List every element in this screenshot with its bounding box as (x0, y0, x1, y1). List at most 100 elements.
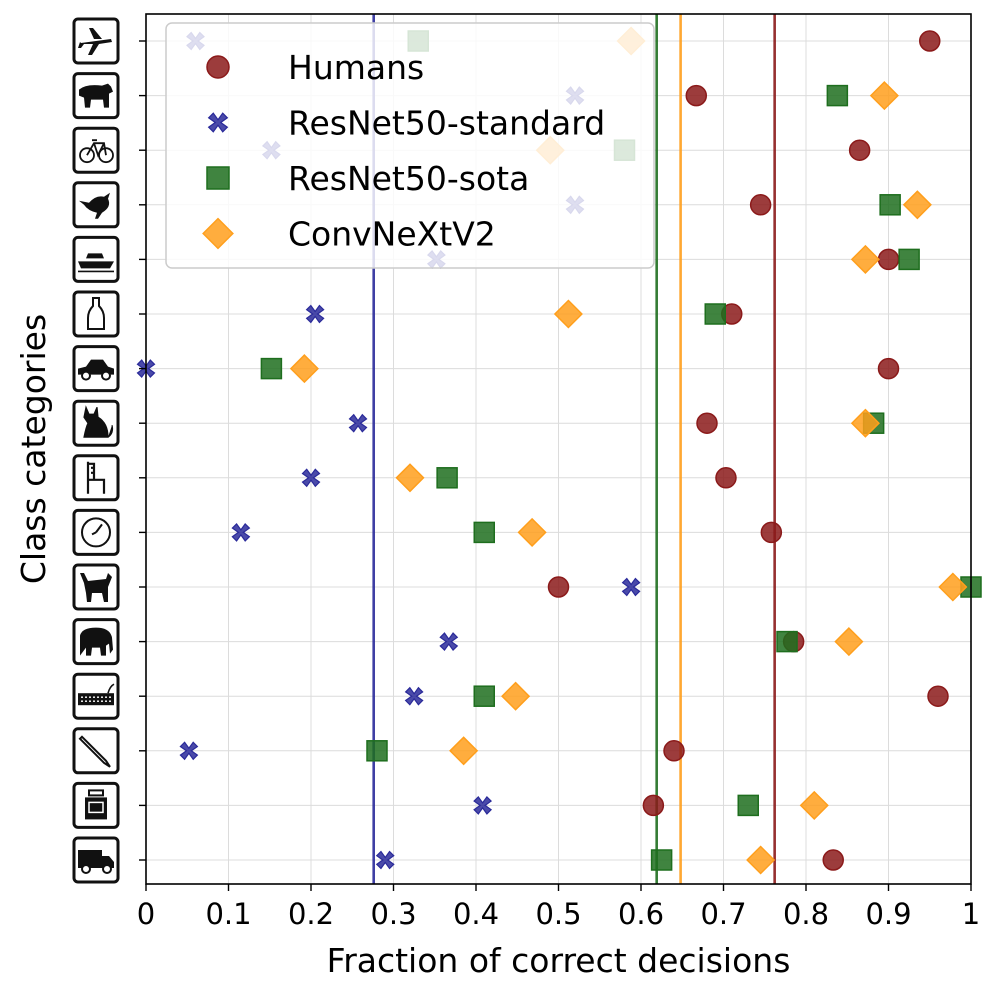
category-icon-keyboard (72, 672, 120, 720)
point-convnextv2-knife (449, 736, 479, 766)
legend-label: ResNet50-sota (288, 159, 529, 198)
point-convnextv2-keyboard (501, 681, 531, 711)
legend-label: Humans (288, 48, 424, 87)
series-humans (547, 30, 949, 871)
point-humans-chair (715, 467, 737, 489)
x-tick-label: 0.3 (370, 897, 416, 931)
point-resnet50-sota-elephant (776, 630, 798, 653)
category-icon-frame (72, 235, 120, 283)
category-icon-elephant (72, 618, 120, 666)
point-legend-convnextv2 (202, 217, 234, 250)
point-humans-clock (760, 521, 783, 544)
point-convnextv2-bird (902, 190, 932, 220)
point-resnet50-sota-keyboard (473, 685, 495, 707)
point-resnet50-standard-truck (375, 850, 395, 870)
y-axis-ticks (139, 40, 146, 861)
point-resnet50-sota-boat (898, 248, 920, 271)
point-humans-cat (696, 412, 718, 434)
x-tick-label: 1 (962, 897, 980, 931)
series-convnextv2 (289, 26, 968, 875)
category-icon-cat (72, 399, 120, 447)
x-tick-label: 0.1 (205, 897, 251, 931)
point-humans-oven (642, 794, 665, 817)
point-humans-bird (749, 194, 772, 216)
legend-box (165, 22, 655, 269)
point-humans-truck (822, 849, 844, 871)
x-tick-label: 0.9 (865, 897, 911, 931)
category-icon-truck (72, 836, 120, 884)
x-tick-label: 0.2 (288, 897, 334, 931)
point-resnet50-sota-knife (366, 740, 388, 762)
point-legend-humans (206, 55, 230, 79)
category-icon-frame (72, 290, 120, 338)
x-axis-label: Fraction of correct decisions (327, 941, 791, 980)
legend-item-resnet50-standard: ResNet50-standard (207, 104, 605, 143)
point-humans-airplane (919, 30, 941, 52)
point-resnet50-sota-clock (473, 521, 495, 544)
point-resnet50-standard-elephant (439, 632, 459, 652)
point-convnextv2-dog (938, 572, 968, 602)
point-resnet50-standard-keyboard (404, 686, 424, 706)
category-icon-bottle (72, 290, 120, 338)
point-humans-boat (877, 248, 900, 271)
category-icons (72, 17, 120, 884)
category-icon-chair (72, 454, 120, 502)
legend-item-resnet50-sota: ResNet50-sota (206, 159, 529, 198)
point-legend-resnet50-sota (206, 166, 230, 190)
x-tick-label: 0.4 (453, 897, 499, 931)
point-resnet50-sota-bird (879, 194, 901, 216)
category-icon-bicycle (72, 126, 120, 174)
point-humans-car (877, 357, 900, 380)
point-humans-keyboard (927, 685, 949, 707)
point-convnextv2-cat (850, 408, 880, 438)
point-convnextv2-chair (395, 463, 425, 493)
category-icon-bird (72, 181, 120, 229)
x-tick-label: 0.5 (535, 897, 581, 931)
point-resnet50-sota-bottle (704, 303, 726, 325)
point-convnextv2-car (289, 354, 319, 384)
point-resnet50-sota-oven (737, 794, 759, 817)
point-convnextv2-elephant (834, 627, 864, 657)
point-resnet50-sota-chair (436, 467, 458, 489)
point-resnet50-standard-clock (231, 522, 251, 542)
point-humans-bear (685, 84, 708, 107)
point-convnextv2-oven (799, 790, 829, 820)
category-icon-clock (72, 508, 120, 556)
category-icon-boat (72, 235, 120, 283)
point-convnextv2-clock (517, 517, 547, 547)
point-convnextv2-truck (746, 845, 776, 875)
legend-label: ResNet50-standard (288, 104, 605, 143)
point-resnet50-standard-oven (473, 795, 493, 815)
x-tick-label: 0.7 (700, 897, 746, 931)
point-legend-resnet50-standard (207, 112, 229, 133)
category-icon-knife (72, 727, 120, 775)
point-convnextv2-bear (869, 81, 899, 111)
point-resnet50-standard-cat (348, 413, 368, 433)
legend: Humans ResNet50-standard ResNet50-sota Conv… (165, 22, 655, 269)
category-icon-frame (72, 454, 120, 502)
category-icon-car (72, 345, 120, 393)
x-tick-label: 0 (137, 897, 155, 931)
point-resnet50-standard-chair (301, 468, 321, 488)
category-icon-dog (72, 563, 120, 611)
legend-item-convnextv2: ConvNeXtV2 (202, 215, 496, 254)
legend-item-humans: Humans (206, 48, 424, 87)
point-resnet50-standard-bottle (305, 304, 325, 324)
point-resnet50-sota-bear (826, 84, 849, 107)
point-resnet50-sota-truck (650, 849, 673, 871)
point-resnet50-standard-dog (621, 577, 641, 597)
x-tick-label: 0.6 (618, 897, 664, 931)
point-humans-knife (663, 740, 685, 762)
point-convnextv2-bottle (553, 299, 583, 329)
x-tick-label: 0.8 (783, 897, 829, 931)
category-icon-oven (72, 781, 120, 829)
point-resnet50-standard-knife (179, 741, 199, 761)
point-convnextv2-boat (850, 244, 880, 274)
point-resnet50-sota-car (260, 357, 283, 380)
x-axis-ticks: 0 0.1 0.2 0.3 0.4 0.5 0.6 0.7 0.8 0.9 1 (137, 884, 980, 931)
point-humans-bicycle (848, 139, 871, 161)
y-axis-label: Class categories (14, 314, 53, 584)
point-humans-dog (547, 576, 570, 598)
legend-label: ConvNeXtV2 (288, 215, 496, 254)
